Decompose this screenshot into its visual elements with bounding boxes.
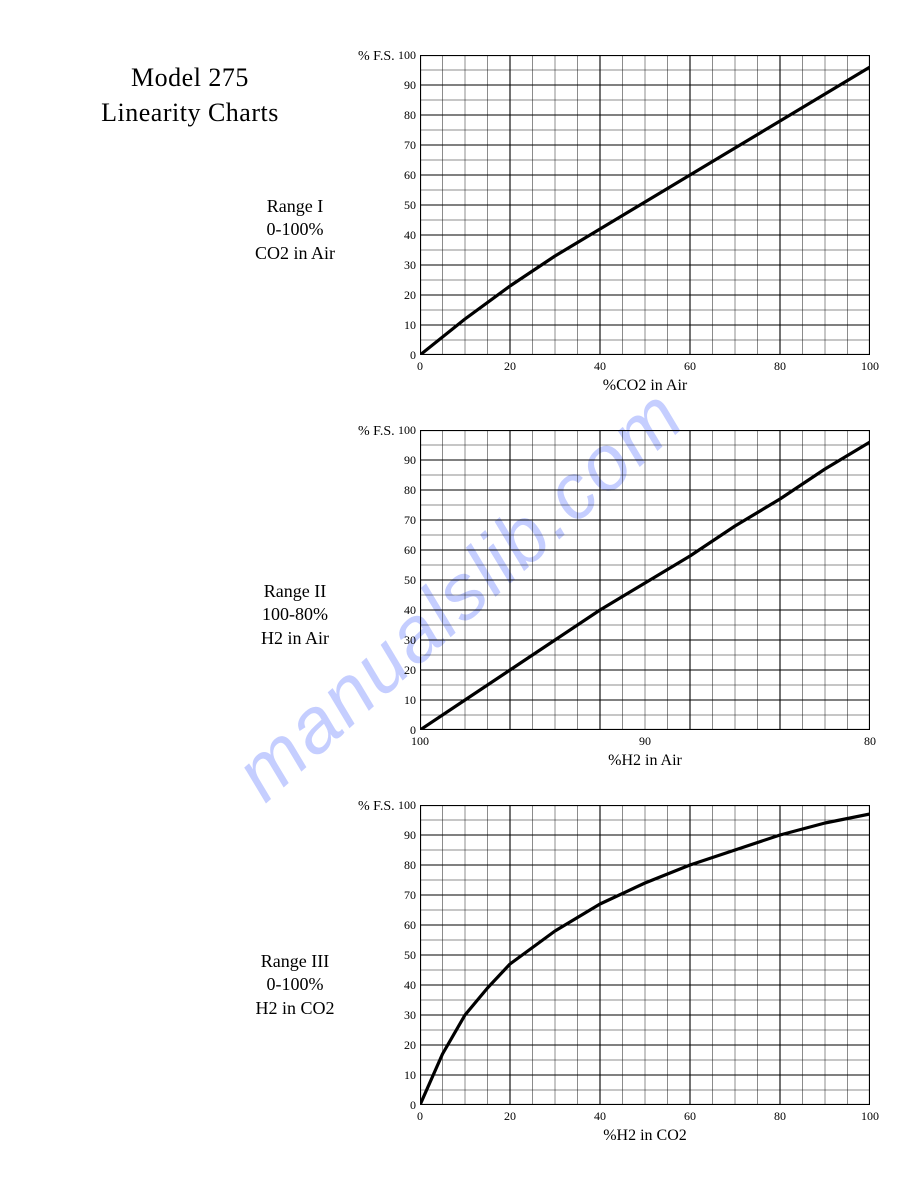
y-tick: 80 bbox=[392, 483, 416, 498]
x-tick: 90 bbox=[630, 734, 660, 749]
x-tick: 0 bbox=[405, 1109, 435, 1124]
y-tick: 20 bbox=[392, 663, 416, 678]
chart-label-line: H2 in CO2 bbox=[235, 997, 355, 1020]
chart-label-line: H2 in Air bbox=[235, 627, 355, 650]
x-axis-title: %CO2 in Air bbox=[565, 377, 725, 395]
y-tick: 100 bbox=[392, 798, 416, 813]
y-tick: 60 bbox=[392, 168, 416, 183]
y-tick: 80 bbox=[392, 108, 416, 123]
x-tick: 80 bbox=[765, 359, 795, 374]
chart-label-line: Range II bbox=[235, 580, 355, 603]
x-tick: 100 bbox=[855, 359, 885, 374]
chart-range-1: 0102030405060708090100020406080100% F.S.… bbox=[420, 55, 870, 355]
chart-label-range-2: Range II100-80%H2 in Air bbox=[235, 580, 355, 650]
x-tick: 40 bbox=[585, 1109, 615, 1124]
y-tick: 70 bbox=[392, 888, 416, 903]
x-tick: 60 bbox=[675, 359, 705, 374]
y-tick: 90 bbox=[392, 453, 416, 468]
y-tick: 50 bbox=[392, 573, 416, 588]
x-axis-title: %H2 in CO2 bbox=[565, 1127, 725, 1145]
x-tick: 100 bbox=[405, 734, 435, 749]
y-tick: 40 bbox=[392, 603, 416, 618]
y-tick: 20 bbox=[392, 1038, 416, 1053]
y-tick: 30 bbox=[392, 633, 416, 648]
y-tick: 70 bbox=[392, 513, 416, 528]
y-tick: 10 bbox=[392, 1068, 416, 1083]
x-tick: 20 bbox=[495, 359, 525, 374]
y-tick: 50 bbox=[392, 948, 416, 963]
x-tick: 20 bbox=[495, 1109, 525, 1124]
chart-label-line: CO2 in Air bbox=[235, 242, 355, 265]
chart-label-line: 0-100% bbox=[235, 973, 355, 996]
y-tick: 100 bbox=[392, 48, 416, 63]
x-tick: 80 bbox=[765, 1109, 795, 1124]
chart-label-range-1: Range I0-100%CO2 in Air bbox=[235, 195, 355, 265]
y-tick: 80 bbox=[392, 858, 416, 873]
y-tick: 30 bbox=[392, 1008, 416, 1023]
y-tick: 20 bbox=[392, 288, 416, 303]
chart-range-3: 0102030405060708090100020406080100% F.S.… bbox=[420, 805, 870, 1105]
chart-label-line: 100-80% bbox=[235, 603, 355, 626]
y-tick: 60 bbox=[392, 543, 416, 558]
title-line-2: Linearity Charts bbox=[101, 98, 279, 127]
y-tick: 70 bbox=[392, 138, 416, 153]
title-line-1: Model 275 bbox=[131, 63, 249, 92]
y-axis-title: % F.S. bbox=[358, 49, 395, 65]
chart-label-range-3: Range III0-100%H2 in CO2 bbox=[235, 950, 355, 1020]
y-tick: 10 bbox=[392, 318, 416, 333]
chart-label-line: Range III bbox=[235, 950, 355, 973]
y-tick: 100 bbox=[392, 423, 416, 438]
y-tick: 40 bbox=[392, 228, 416, 243]
x-tick: 100 bbox=[855, 1109, 885, 1124]
y-tick: 40 bbox=[392, 978, 416, 993]
chart-label-line: Range I bbox=[235, 195, 355, 218]
y-tick: 30 bbox=[392, 258, 416, 273]
y-tick: 90 bbox=[392, 828, 416, 843]
x-tick: 0 bbox=[405, 359, 435, 374]
x-tick: 40 bbox=[585, 359, 615, 374]
x-tick: 80 bbox=[855, 734, 885, 749]
y-tick: 10 bbox=[392, 693, 416, 708]
y-tick: 50 bbox=[392, 198, 416, 213]
x-tick: 60 bbox=[675, 1109, 705, 1124]
y-tick: 90 bbox=[392, 78, 416, 93]
y-axis-title: % F.S. bbox=[358, 799, 395, 815]
y-axis-title: % F.S. bbox=[358, 424, 395, 440]
page-title: Model 275 Linearity Charts bbox=[90, 60, 290, 130]
x-axis-title: %H2 in Air bbox=[565, 752, 725, 770]
chart-label-line: 0-100% bbox=[235, 218, 355, 241]
chart-range-2: 01020304050607080901001009080% F.S.%H2 i… bbox=[420, 430, 870, 730]
y-tick: 60 bbox=[392, 918, 416, 933]
